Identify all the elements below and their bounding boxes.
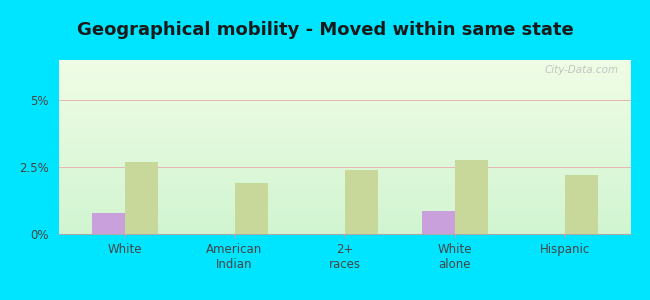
Bar [125, 162, 157, 234]
Bar [92, 213, 125, 234]
Text: City-Data.com: City-Data.com [545, 65, 619, 75]
Bar [564, 175, 597, 234]
Text: Geographical mobility - Moved within same state: Geographical mobility - Moved within sam… [77, 21, 573, 39]
Bar [421, 211, 454, 234]
Bar [454, 160, 488, 234]
Bar [344, 170, 378, 234]
Bar [235, 183, 268, 234]
